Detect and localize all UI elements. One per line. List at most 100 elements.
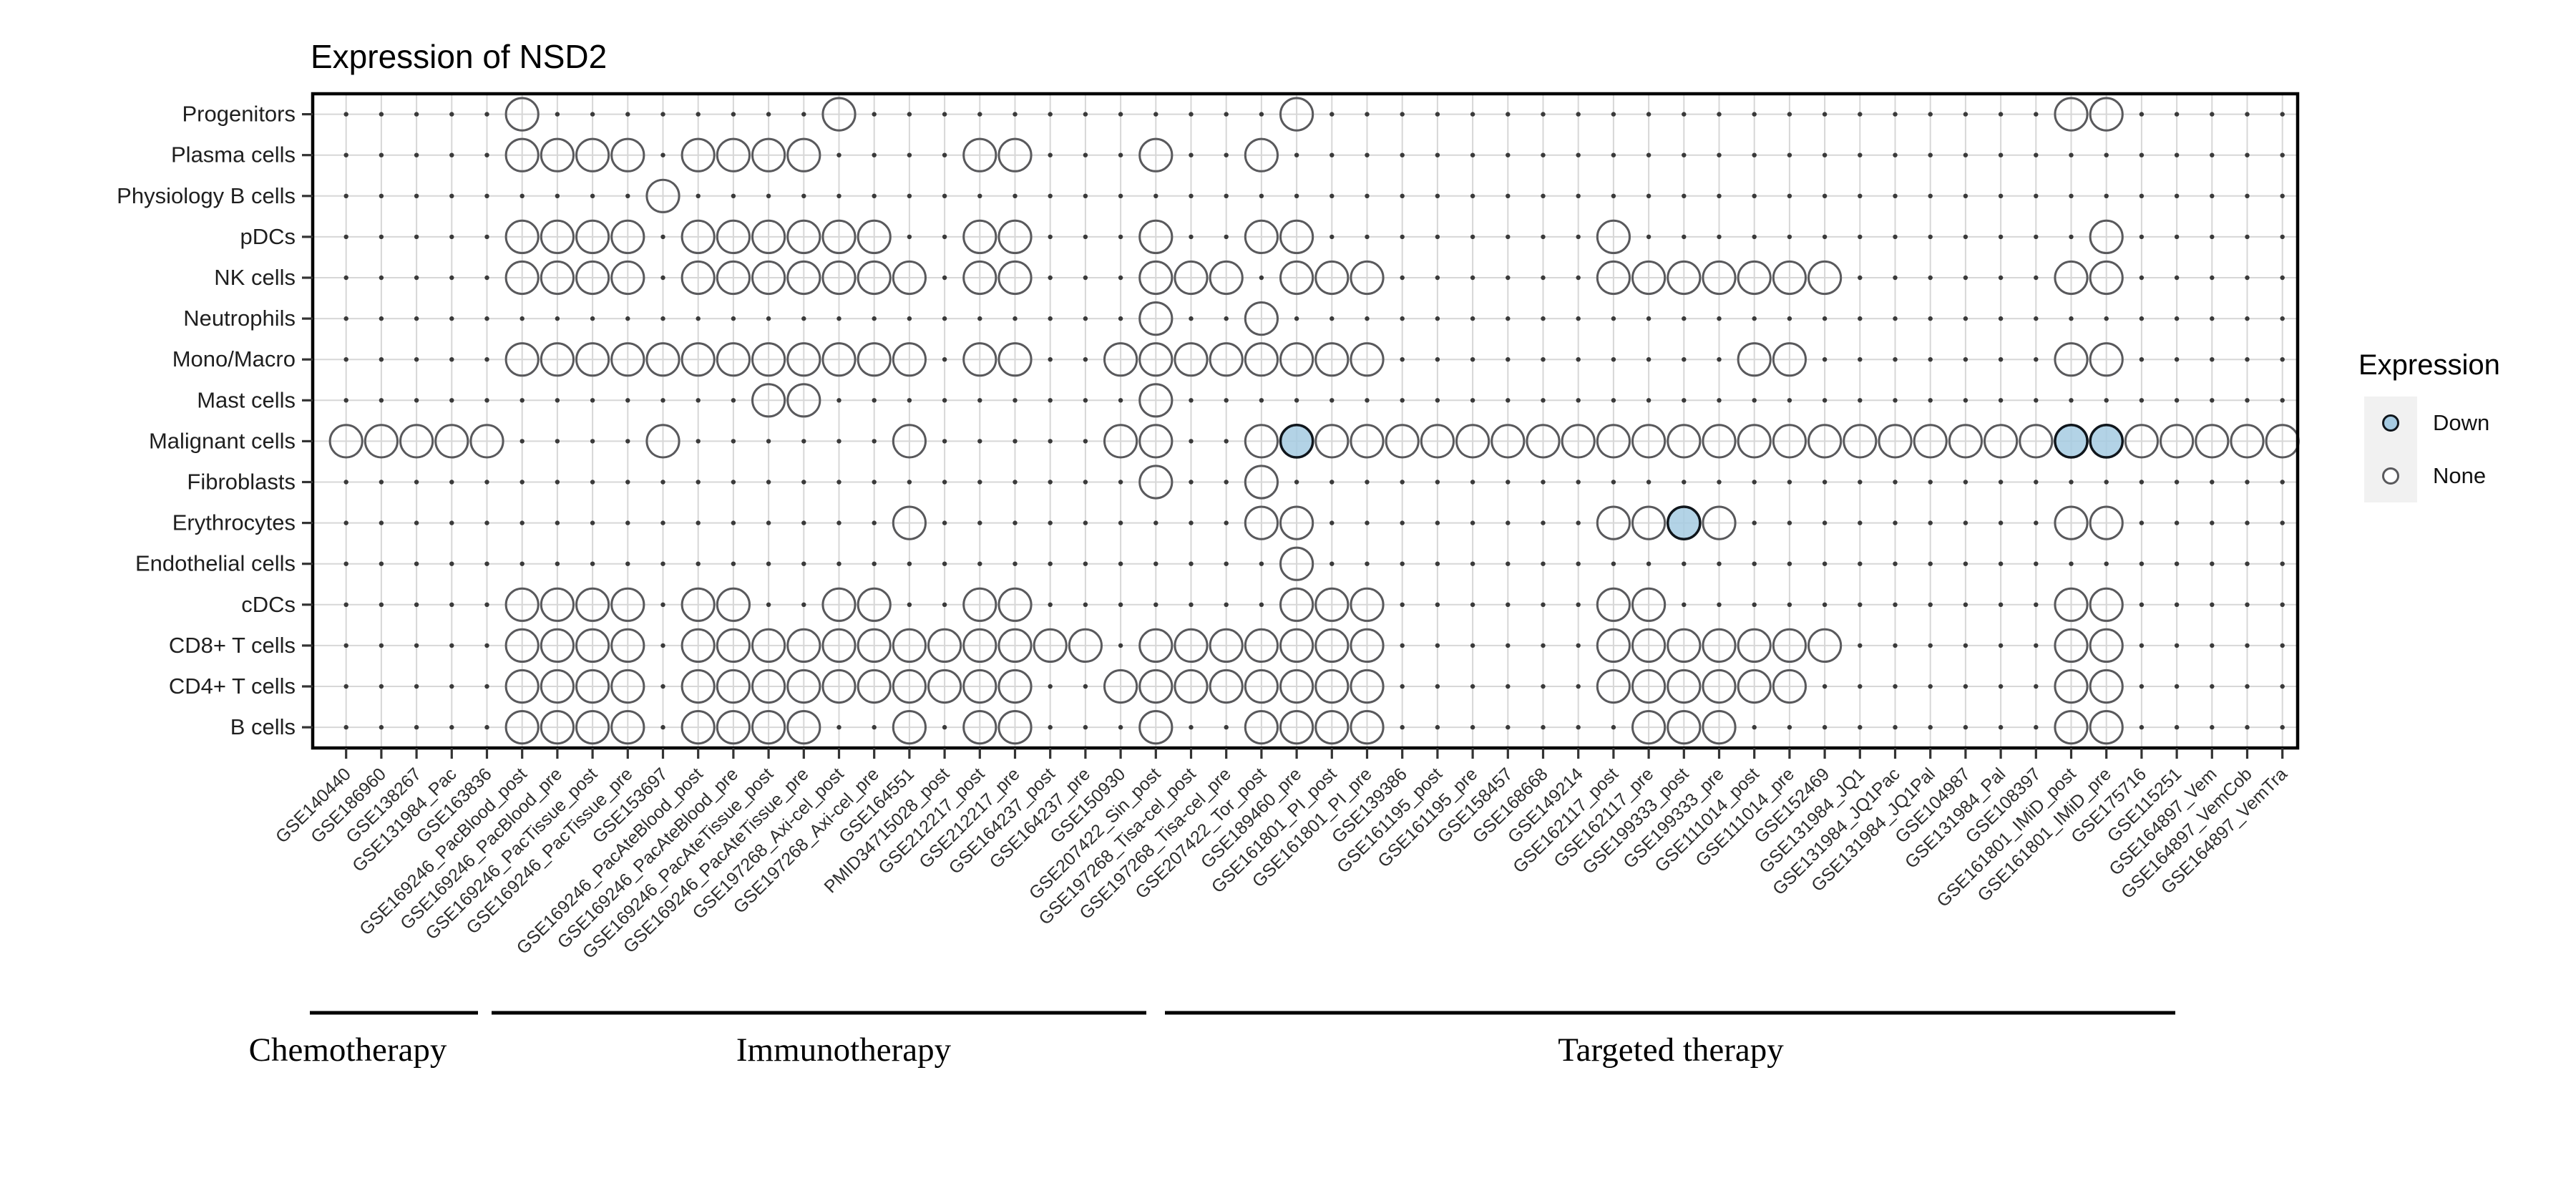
- grid-intersection-dot: [1541, 398, 1546, 403]
- expression-dot-down: [1666, 505, 1702, 540]
- y-axis-label: Endothelial cells: [135, 551, 296, 576]
- grid-intersection-dot: [1752, 152, 1757, 157]
- expression-dot-none: [1667, 260, 1702, 296]
- expression-dot-none: [1913, 424, 1948, 459]
- grid-intersection-dot: [590, 561, 595, 566]
- expression-dot-none: [1561, 424, 1596, 459]
- expression-dot-none: [680, 587, 716, 622]
- grid-intersection-dot: [2245, 724, 2250, 730]
- grid-intersection-dot: [484, 193, 489, 198]
- expression-dot-none: [821, 260, 857, 296]
- grid-intersection-dot: [1153, 112, 1158, 117]
- grid-intersection-dot: [1118, 602, 1123, 607]
- grid-intersection-dot: [1189, 234, 1194, 240]
- expression-dot-none: [610, 628, 645, 664]
- grid-intersection-dot: [696, 520, 701, 525]
- legend-label-down: Down: [2433, 410, 2490, 435]
- grid-intersection-dot: [414, 724, 419, 730]
- expression-dot-none: [821, 628, 857, 664]
- grid-intersection-dot: [1998, 602, 2004, 607]
- grid-intersection-dot: [1048, 316, 1053, 321]
- grid-intersection-dot: [484, 152, 489, 157]
- grid-intersection-dot: [1787, 724, 1792, 730]
- expression-dot-none: [1138, 301, 1174, 336]
- grid-intersection-dot: [1541, 684, 1546, 689]
- grid-intersection-dot: [2210, 152, 2215, 157]
- grid-intersection-dot: [1576, 602, 1581, 607]
- grid-intersection-dot: [449, 724, 454, 730]
- expression-dot-none: [504, 710, 540, 745]
- grid-intersection-dot: [2210, 316, 2215, 321]
- expression-dot-none: [786, 342, 821, 377]
- grid-intersection-dot: [1998, 724, 2004, 730]
- treatment-group-label: Targeted therapy: [1558, 1031, 1784, 1069]
- expression-dot-none: [857, 628, 892, 664]
- expression-dot-none: [575, 137, 610, 172]
- grid-intersection-dot: [1787, 398, 1792, 403]
- expression-dot-none: [1279, 669, 1314, 704]
- grid-intersection-dot: [2245, 234, 2250, 240]
- expression-dot-none: [1667, 628, 1702, 664]
- grid-intersection-dot: [942, 275, 947, 281]
- grid-intersection-dot: [1893, 112, 1898, 117]
- grid-intersection-dot: [2245, 357, 2250, 362]
- grid-intersection-dot: [1259, 112, 1264, 117]
- grid-intersection-dot: [1153, 602, 1158, 607]
- grid-intersection-dot: [2280, 520, 2285, 525]
- grid-intersection-dot: [696, 439, 701, 444]
- panel-border: [311, 92, 2300, 750]
- expression-dot-none: [1702, 424, 1737, 459]
- grid-intersection-dot: [1541, 275, 1546, 281]
- expression-dot-none: [962, 219, 997, 254]
- grid-intersection-dot: [1470, 602, 1475, 607]
- grid-intersection-dot: [731, 112, 736, 117]
- grid-intersection-dot: [1470, 561, 1475, 566]
- grid-intersection-dot: [1928, 643, 1933, 648]
- grid-intersection-dot: [414, 561, 419, 566]
- grid-intersection-dot: [1506, 480, 1511, 485]
- grid-intersection-dot: [414, 357, 419, 362]
- grid-intersection-dot: [801, 439, 806, 444]
- grid-intersection-dot: [343, 398, 348, 403]
- grid-intersection-dot: [1963, 234, 1968, 240]
- expression-dot-none: [786, 710, 821, 745]
- grid-intersection-dot: [660, 561, 665, 566]
- grid-intersection-dot: [2174, 112, 2180, 117]
- grid-intersection-dot: [942, 561, 947, 566]
- grid-intersection-dot: [660, 112, 665, 117]
- grid-intersection-dot: [414, 684, 419, 689]
- y-axis-label: CD4+ T cells: [169, 674, 296, 699]
- expression-dot-none: [751, 219, 786, 254]
- expression-dot-none: [1244, 669, 1279, 704]
- grid-intersection-dot: [2280, 724, 2285, 730]
- legend: Expression Down None: [2358, 349, 2500, 502]
- expression-dot-none: [1174, 669, 1209, 704]
- grid-intersection-dot: [1400, 357, 1405, 362]
- grid-intersection-dot: [1048, 398, 1053, 403]
- grid-intersection-dot: [414, 152, 419, 157]
- grid-intersection-dot: [1506, 316, 1511, 321]
- grid-intersection-dot: [343, 112, 348, 117]
- grid-intersection-dot: [1646, 316, 1652, 321]
- grid-intersection-dot: [1048, 724, 1053, 730]
- expression-dot-none: [1596, 424, 1631, 459]
- expression-dot-none: [1138, 710, 1174, 745]
- grid-intersection-dot: [1189, 398, 1194, 403]
- grid-intersection-dot: [2069, 480, 2074, 485]
- grid-intersection-dot: [1998, 275, 2004, 281]
- grid-intersection-dot: [1998, 234, 2004, 240]
- grid-intersection-dot: [1928, 480, 1933, 485]
- grid-intersection-dot: [1330, 520, 1335, 525]
- grid-intersection-dot: [1963, 684, 1968, 689]
- grid-intersection-dot: [343, 193, 348, 198]
- grid-intersection-dot: [484, 684, 489, 689]
- grid-intersection-dot: [1822, 316, 1828, 321]
- expression-dot-none: [2089, 505, 2124, 540]
- grid-intersection-dot: [801, 561, 806, 566]
- grid-intersection-dot: [590, 112, 595, 117]
- grid-intersection-dot: [1963, 520, 1968, 525]
- grid-intersection-dot: [2034, 152, 2039, 157]
- expression-dot-none: [786, 137, 821, 172]
- grid-intersection-dot: [1330, 152, 1335, 157]
- grid-intersection-dot: [2034, 316, 2039, 321]
